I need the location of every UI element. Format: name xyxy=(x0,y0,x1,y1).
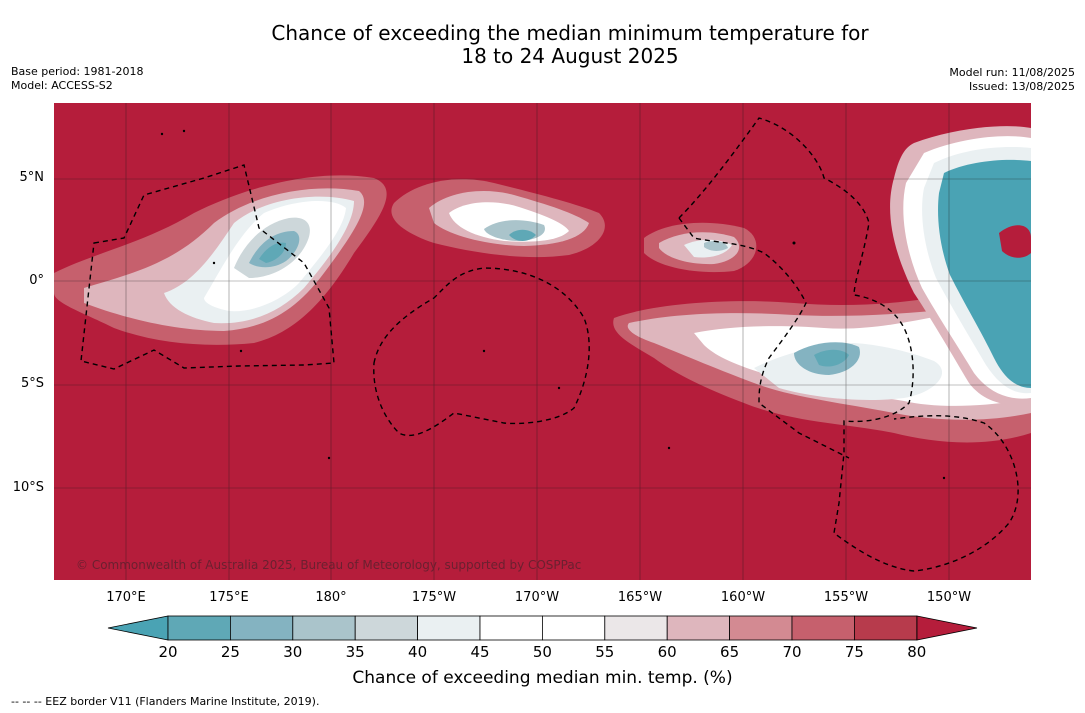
issued-text: Issued: 13/08/2025 xyxy=(968,80,1075,93)
colorbar-cells xyxy=(167,615,918,641)
colorbar-tick-label: 20 xyxy=(158,643,178,661)
colorbar-tick-label: 60 xyxy=(657,643,677,661)
lon-label-150w: 150°W xyxy=(926,590,972,605)
colorbar-cell xyxy=(229,615,294,641)
lon-label-155w: 155°W xyxy=(823,590,869,605)
colorbar-tick-label: 65 xyxy=(720,643,740,661)
colorbar-tick-label: 80 xyxy=(907,643,927,661)
colorbar-cell xyxy=(854,615,918,641)
colorbar-tick-label: 70 xyxy=(782,643,802,661)
colorbar-tick-label: 75 xyxy=(844,643,864,661)
metadata-right: Model run: 11/08/2025 Issued: 13/08/2025 xyxy=(949,66,1075,94)
colorbar-cell xyxy=(479,615,543,641)
colorbar xyxy=(107,615,978,641)
lat-label-5s: 5°S xyxy=(20,376,44,391)
anomaly-region-west xyxy=(54,175,387,345)
colorbar-cell xyxy=(292,615,356,641)
eez-borders xyxy=(80,117,1019,572)
colorbar-tick-label: 40 xyxy=(408,643,428,661)
copyright-text: © Commonwealth of Australia 2025, Bureau… xyxy=(76,558,581,572)
colorbar-cell xyxy=(666,615,731,641)
colorbar-cell xyxy=(167,615,231,641)
colorbar-tick-label: 35 xyxy=(345,643,365,661)
colorbar-low-extension xyxy=(107,615,169,641)
metadata-left: Base period: 1981-2018 Model: ACCESS-S2 xyxy=(11,65,143,93)
colorbar-label: Chance of exceeding median min. temp. (%… xyxy=(352,668,733,688)
lon-label-160w: 160°W xyxy=(720,590,766,605)
anomaly-region-southeast xyxy=(613,288,1031,443)
lon-label-170e: 170°E xyxy=(106,590,146,605)
lat-label-10s: 10°S xyxy=(12,480,44,495)
colorbar-cell xyxy=(417,615,481,641)
anomaly-region-160w-north xyxy=(644,222,757,273)
colorbar-tick-label: 50 xyxy=(532,643,552,661)
title-line-1: Chance of exceeding the median minimum t… xyxy=(271,21,869,45)
colorbar-tick-label: 25 xyxy=(220,643,240,661)
colorbar-tick-label: 45 xyxy=(470,643,490,661)
map-title: Chance of exceeding the median minimum t… xyxy=(0,22,1085,68)
colorbar-cell xyxy=(354,615,418,641)
colorbar-cell xyxy=(604,615,668,641)
colorbar-cell xyxy=(541,615,606,641)
lat-label-0: 0° xyxy=(29,273,44,288)
lon-label-165w: 165°W xyxy=(617,590,663,605)
lon-label-170w: 170°W xyxy=(514,590,560,605)
anomaly-region-northeast xyxy=(890,126,1031,405)
title-line-2: 18 to 24 August 2025 xyxy=(461,44,679,68)
lon-label-175w: 175°W xyxy=(411,590,457,605)
eez-legend-note: -- -- -- EEZ border V11 (Flanders Marine… xyxy=(11,695,320,708)
colorbar-cell xyxy=(729,615,793,641)
colorbar-cell xyxy=(791,615,855,641)
model-run-text: Model run: 11/08/2025 xyxy=(949,66,1075,79)
lon-label-175e: 175°E xyxy=(209,590,249,605)
forecast-map: © Commonwealth of Australia 2025, Bureau… xyxy=(54,103,1031,580)
anomaly-region-central xyxy=(391,179,605,258)
base-period-text: Base period: 1981-2018 xyxy=(11,65,144,78)
colorbar-tick-label: 55 xyxy=(595,643,615,661)
colorbar-tick-label: 30 xyxy=(283,643,303,661)
lon-label-180: 180° xyxy=(315,590,347,605)
colorbar-high-extension xyxy=(916,615,978,641)
model-text: Model: ACCESS-S2 xyxy=(11,79,113,92)
islands xyxy=(160,129,946,480)
lat-label-5n: 5°N xyxy=(19,170,45,185)
